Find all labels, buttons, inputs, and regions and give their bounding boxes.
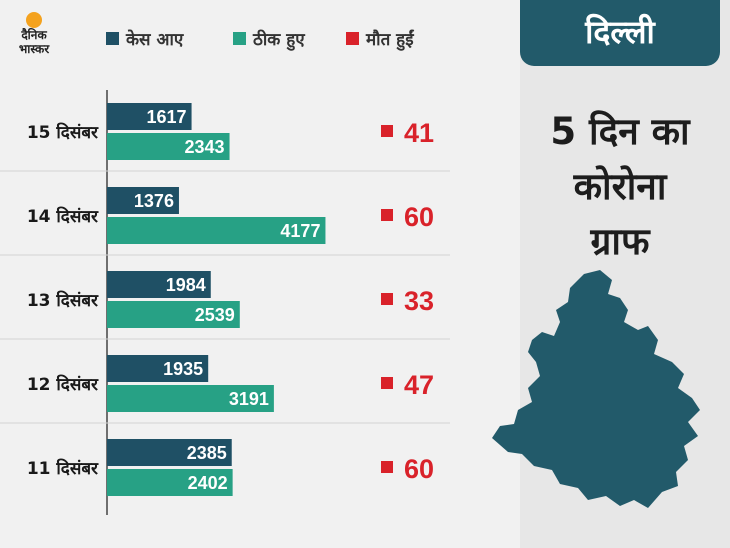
death-marker: [381, 377, 393, 389]
sun-icon: [26, 12, 42, 28]
death-marker: [381, 461, 393, 473]
bar-label-cases: 1984: [166, 275, 206, 295]
logo-text-line2: भास्कर: [18, 42, 50, 56]
legend-label-deaths: मौत हुईं: [366, 29, 414, 50]
bar-label-cases: 2385: [187, 443, 227, 463]
bar-label-recovered: 2343: [184, 137, 224, 157]
headline: 5 दिन का कोरोना ग्राफ: [520, 104, 720, 269]
date-label: 11 दिसंबर: [27, 458, 99, 479]
legend-item-cases: केस आए: [106, 26, 183, 50]
legend-swatch-cases: [106, 31, 119, 45]
bar-cases: [107, 103, 192, 130]
legend-label-cases: केस आए: [126, 29, 184, 50]
bar-recovered: [107, 217, 326, 244]
death-marker: [381, 209, 393, 221]
bar-cases: [107, 439, 232, 466]
death-label: 60: [404, 202, 434, 232]
legend-item-recovered: ठीक हुए: [233, 26, 305, 50]
date-label: 15 दिसंबर: [27, 122, 99, 143]
death-label: 41: [404, 118, 434, 148]
date-label: 13 दिसंबर: [27, 290, 99, 311]
bar-recovered: [107, 133, 230, 160]
legend-item-deaths: मौत हुईं: [346, 26, 414, 50]
bar-label-cases: 1617: [147, 107, 187, 127]
bar-label-recovered: 2539: [195, 305, 235, 325]
death-label: 33: [404, 286, 434, 316]
legend-swatch-deaths: [346, 31, 359, 45]
bar-label-recovered: 4177: [280, 221, 320, 241]
date-label: 14 दिसंबर: [27, 206, 99, 227]
bar-label-recovered: 2402: [188, 473, 228, 493]
bar-cases: [107, 187, 179, 214]
dainik-bhaskar-logo: दैनिक भास्कर: [8, 12, 60, 60]
delhi-map-icon: [492, 270, 700, 508]
logo-text-line1: दैनिक: [21, 28, 47, 42]
bar-recovered: [107, 469, 233, 496]
city-banner: दिल्ली: [520, 0, 720, 66]
legend-label-recovered: ठीक हुए: [253, 29, 305, 50]
death-marker: [381, 125, 393, 137]
bar-chart: 15 दिसंबर 1617 2343 41 14 दिसंबर 1376 4177 60 13…: [0, 90, 450, 515]
date-label: 12 दिसंबर: [27, 374, 99, 395]
bar-recovered: [107, 385, 274, 412]
headline-line-3: ग्राफ: [590, 220, 650, 263]
bar-label-cases: 1935: [163, 359, 203, 379]
death-label: 47: [404, 370, 434, 400]
headline-line-2: कोरोना: [573, 165, 667, 208]
headline-line-1: 5 दिन का: [550, 110, 690, 153]
bar-label-cases: 1376: [134, 191, 174, 211]
bar-label-recovered: 3191: [229, 389, 269, 409]
death-label: 60: [404, 454, 434, 484]
info-panel: दिल्ली 5 दिन का कोरोना ग्राफ: [492, 0, 730, 548]
city-name: दिल्ली: [585, 13, 655, 51]
bar-recovered: [107, 301, 240, 328]
bar-cases: [107, 271, 211, 298]
death-marker: [381, 293, 393, 305]
chart-panel: दैनिक भास्कर केस आए ठीक हुए मौत हुईं 15 …: [0, 12, 450, 515]
bar-cases: [107, 355, 209, 382]
legend-swatch-recovered: [233, 31, 246, 45]
